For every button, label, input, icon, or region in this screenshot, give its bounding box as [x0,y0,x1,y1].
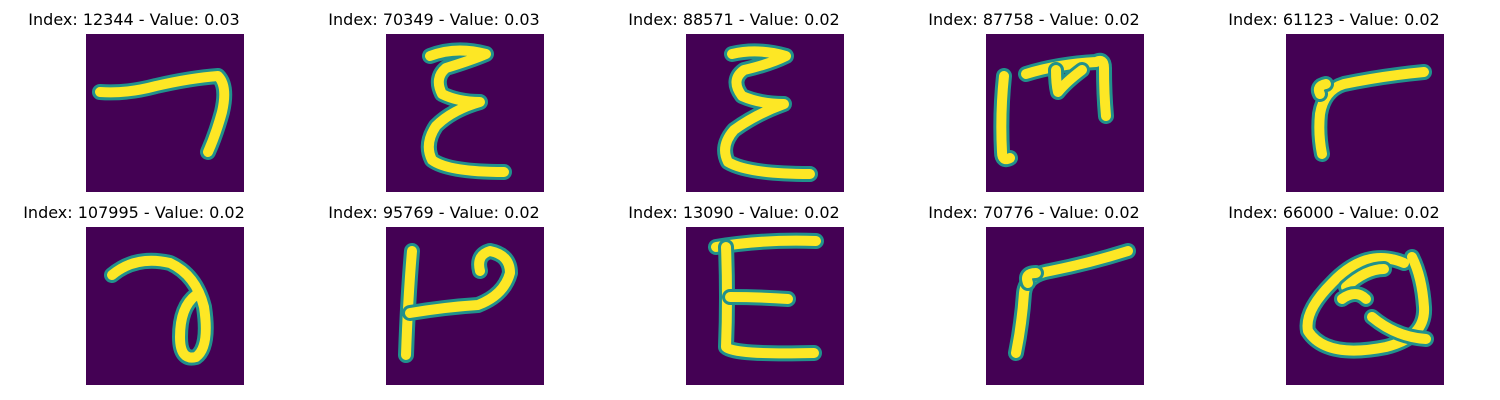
glyph-stroke [1022,268,1041,288]
glyph-image [1286,34,1444,192]
panel-title: Index: 66000 - Value: 0.02 [1228,203,1440,222]
glyph-6 [104,252,214,366]
panel-title: Index: 12344 - Value: 0.03 [28,10,240,29]
glyph-image [86,34,244,192]
glyph-stroke [95,71,230,157]
panel-title: Index: 70776 - Value: 0.02 [928,203,1140,222]
panel-title: Index: 13090 - Value: 0.02 [628,203,840,222]
glyph-stroke [401,246,417,360]
glyph-4 [993,52,1114,168]
glyph-stroke [1341,264,1389,292]
panel-3: Index: 88571 - Value: 0.02 [584,0,884,192]
glyph-stroke [720,46,815,179]
glyph-stroke [1367,312,1431,344]
panel-6: Index: 107995 - Value: 0.02 [0,193,284,385]
glyph-image [686,34,844,192]
panel-title: Index: 70349 - Value: 0.03 [328,10,540,29]
glyph-image [986,227,1144,385]
glyph-stroke [107,255,211,363]
panel-title: Index: 107995 - Value: 0.02 [23,203,245,222]
panel-title: Index: 88571 - Value: 0.02 [628,10,840,29]
panel-10: Index: 66000 - Value: 0.02 [1184,193,1484,385]
glyph-10 [1299,249,1434,359]
glyph-stroke [405,246,515,318]
glyph-image [686,227,844,385]
glyph-7 [398,243,518,363]
glyph-image [386,227,544,385]
glyph-stroke [1337,289,1371,304]
panel-title: Index: 95769 - Value: 0.02 [328,203,540,222]
glyph-5 [1310,64,1432,162]
glyph-stroke [423,45,509,177]
panel-2: Index: 70349 - Value: 0.03 [284,0,584,192]
panel-7: Index: 95769 - Value: 0.02 [284,193,584,385]
panel-4: Index: 87758 - Value: 0.02 [884,0,1184,192]
panel-5: Index: 61123 - Value: 0.02 [1184,0,1484,192]
glyph-image [386,34,544,192]
glyph-image [86,227,244,385]
glyph-stroke [1314,67,1429,159]
panel-8: Index: 13090 - Value: 0.02 [584,193,884,385]
glyph-image [986,34,1144,192]
panel-title: Index: 87758 - Value: 0.02 [928,10,1140,29]
glyph-stroke [996,71,1015,165]
glyph-image [1286,227,1444,385]
glyph-stroke [1313,79,1331,99]
glyph-1 [92,68,233,160]
glyph-stroke [1051,65,1087,97]
glyph-8 [708,232,824,362]
glyph-stroke [725,292,793,304]
glyph-stroke [721,242,819,359]
panel-9: Index: 70776 - Value: 0.02 [884,193,1184,385]
glyph-3 [717,43,818,182]
glyph-9 [1008,243,1136,361]
glyph-stroke [1302,252,1430,356]
panel-1: Index: 12344 - Value: 0.03 [0,0,284,192]
panel-title: Index: 61123 - Value: 0.02 [1228,10,1440,29]
glyph-2 [420,42,512,180]
